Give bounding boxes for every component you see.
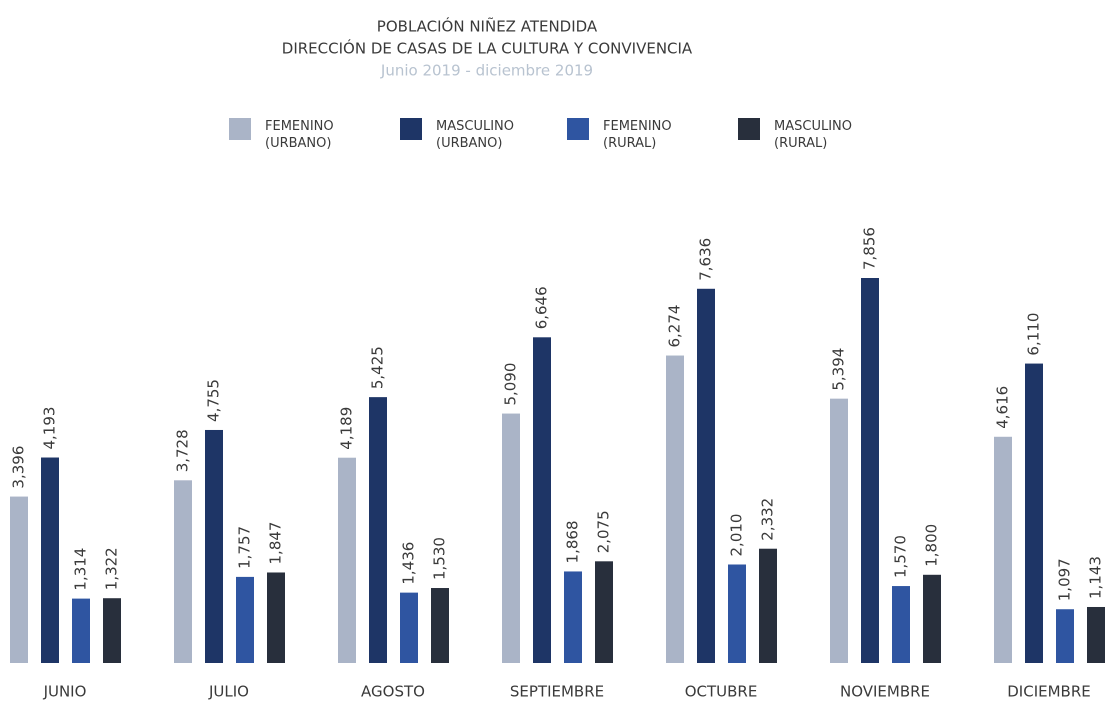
bar [205,429,223,663]
legend-label: MASCULINO (URBANO) [436,119,514,151]
legend-swatch [400,118,422,140]
bar [431,588,449,663]
bar [994,436,1012,663]
value-label: 1,757 [236,526,254,569]
bar [502,413,520,663]
bar [400,592,418,663]
x-tick-label: AGOSTO [361,683,425,701]
bar [892,586,910,663]
value-label: 6,110 [1025,313,1043,356]
value-label: 6,646 [533,286,551,329]
bar [595,561,613,663]
bar [338,457,356,663]
bar [369,397,387,663]
bar [861,278,879,663]
value-label: 4,193 [41,407,59,450]
bar [923,574,941,663]
bar [10,496,28,663]
bar [1087,606,1105,663]
bar [759,548,777,663]
bar [41,457,59,663]
value-label: 7,636 [697,238,715,281]
value-label: 1,570 [892,535,910,578]
bar [1056,609,1074,663]
bar [728,564,746,663]
value-label: 1,314 [72,548,90,591]
bar [1025,363,1043,663]
bar [666,355,684,663]
value-label: 5,394 [830,348,848,391]
value-label: 2,332 [759,498,777,541]
x-tick-label: DICIEMBRE [1007,683,1090,701]
value-label: 1,868 [564,521,582,564]
value-label: 4,616 [994,386,1012,429]
legend-label: FEMENINO (RURAL) [603,119,672,151]
legend-label: FEMENINO (URBANO) [265,119,334,151]
value-label: 1,530 [431,537,449,580]
value-label: 2,075 [595,510,613,553]
value-label: 2,010 [728,514,746,557]
value-label: 1,847 [267,522,285,565]
chart-title: POBLACIÓN NIÑEZ ATENDIDA [377,17,598,36]
value-label: 1,097 [1056,558,1074,601]
legend-label: MASCULINO (RURAL) [774,119,852,151]
x-tick-label: JULIO [208,683,249,701]
x-tick-label: OCTUBRE [685,683,758,701]
date-range: Junio 2019 - diciembre 2019 [380,62,593,80]
value-label: 1,800 [923,524,941,567]
value-label: 3,396 [10,446,28,489]
value-label: 5,425 [369,346,387,389]
x-tick-label: NOVIEMBRE [840,683,930,701]
value-label: 7,856 [861,227,879,270]
bar [267,572,285,663]
bar [533,337,551,663]
legend-swatch [567,118,589,140]
value-label: 1,143 [1087,556,1105,599]
x-tick-label: SEPTIEMBRE [510,683,604,701]
value-label: 5,090 [502,363,520,406]
value-label: 1,436 [400,542,418,585]
bar [72,598,90,663]
legend-swatch [229,118,251,140]
bar [830,398,848,663]
bar [697,288,715,663]
value-label: 3,728 [174,429,192,472]
bar [103,598,121,663]
bar [564,571,582,663]
value-label: 6,274 [666,305,684,348]
chart-subtitle: DIRECCIÓN DE CASAS DE LA CULTURA Y CONVI… [282,39,693,58]
x-tick-label: JUNIO [43,683,87,701]
bar [174,480,192,663]
legend-swatch [738,118,760,140]
value-label: 1,322 [103,547,121,590]
value-label: 4,189 [338,407,356,450]
bar [236,576,254,663]
value-label: 4,755 [205,379,223,422]
